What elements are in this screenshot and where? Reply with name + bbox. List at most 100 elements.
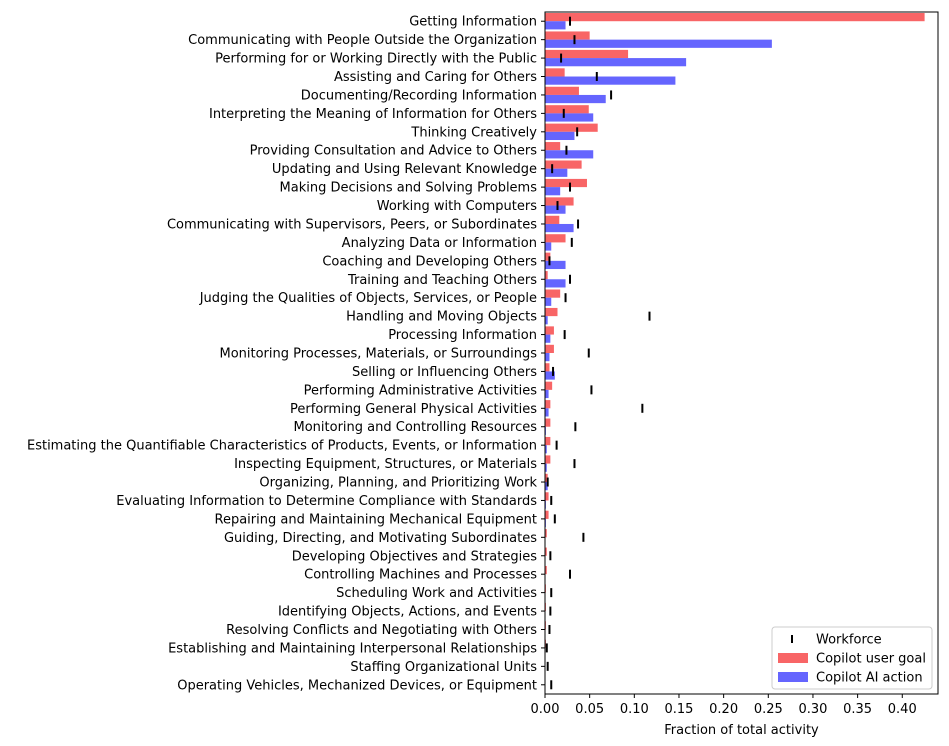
category-label: Providing Consultation and Advice to Oth… (250, 144, 538, 159)
category-label: Coaching and Developing Others (322, 254, 537, 269)
category-label: Guiding, Directing, and Motivating Subor… (224, 531, 537, 546)
bar-user-goal (545, 197, 574, 206)
category-label: Scheduling Work and Activities (336, 586, 537, 601)
bar-ai-action (545, 445, 547, 454)
category-label: Inspecting Equipment, Structures, or Mat… (234, 457, 537, 472)
bar-user-goal (545, 160, 582, 169)
bar-user-goal (545, 13, 925, 22)
bar-user-goal (545, 31, 590, 40)
category-label: Interpreting the Meaning of Information … (209, 107, 537, 122)
bar-user-goal (545, 123, 598, 132)
bar-ai-action (545, 223, 574, 233)
bar-user-goal (545, 234, 566, 243)
legend-label: Copilot user goal (816, 652, 926, 667)
x-tick-label: 0.15 (665, 702, 694, 717)
bar-ai-action (545, 482, 548, 491)
bar-user-goal (545, 529, 547, 538)
bar-ai-action (545, 353, 550, 362)
category-label: Training and Teaching Others (347, 273, 537, 288)
x-axis-ticks: 0.00 0.05 0.10 0.15 0.20 0.25 0.30 0.35 0.40 (531, 694, 917, 717)
legend: Workforce Copilot user goal Copilot AI act… (771, 626, 933, 690)
bar-user-goal (545, 142, 561, 151)
x-tick-label: 0.05 (575, 702, 604, 717)
category-label: Thinking Creatively (410, 125, 537, 140)
bar-user-goal (545, 271, 548, 280)
x-tick-label: 0.25 (754, 702, 783, 717)
x-axis-label: Fraction of total activity (664, 723, 819, 738)
bar-user-goal (545, 105, 589, 114)
category-label: Communicating with Supervisors, Peers, o… (167, 217, 537, 232)
bar-user-goal (545, 381, 553, 390)
bar-ai-action (545, 371, 555, 380)
bar-user-goal (545, 68, 565, 77)
legend-swatch (778, 672, 808, 682)
category-label: Controlling Machines and Processes (304, 568, 537, 583)
category-label: Documenting/Recording Information (301, 88, 537, 103)
bar-ai-action (545, 408, 549, 417)
x-tick-label: 0.10 (620, 702, 649, 717)
category-label: Working with Computers (377, 199, 537, 214)
legend-label: Copilot AI action (816, 671, 923, 686)
legend-swatch (778, 653, 808, 663)
category-label: Updating and Using Relevant Knowledge (272, 162, 537, 177)
bar-user-goal (545, 400, 551, 409)
legend-label: Workforce (816, 633, 882, 648)
bar-user-goal (545, 473, 548, 483)
category-label: Performing for or Working Directly with … (215, 52, 537, 67)
category-label: Getting Information (409, 15, 537, 30)
category-label: Making Decisions and Solving Problems (280, 181, 538, 196)
category-label: Evaluating Information to Determine Comp… (116, 494, 537, 509)
category-label: Communicating with People Outside the Or… (188, 33, 537, 48)
x-tick-label: 0.30 (798, 702, 827, 717)
bar-ai-action (545, 131, 575, 141)
bar-ai-action (545, 205, 566, 214)
bar-user-goal (545, 252, 551, 261)
bar-user-goal (545, 510, 549, 519)
bar-user-goal (545, 86, 579, 95)
category-label: Assisting and Caring for Others (334, 70, 537, 85)
plot-frame (544, 11, 939, 695)
category-labels: Getting Information Communicating with Pe… (27, 15, 545, 693)
bar-ai-action (545, 260, 566, 270)
bar-ai-action (545, 297, 552, 306)
bar-user-goal (545, 49, 629, 59)
category-label: Analyzing Data or Information (342, 236, 537, 251)
bar-ai-action (545, 21, 566, 30)
category-label: Monitoring and Controlling Resources (294, 420, 538, 435)
legend-box (771, 626, 933, 690)
category-label: Establishing and Maintaining Interperson… (168, 641, 537, 656)
bar-user-goal (545, 289, 561, 298)
bar-user-goal (545, 344, 554, 353)
category-label: Operating Vehicles, Mechanized Devices, … (177, 678, 537, 693)
bar-user-goal (545, 363, 550, 372)
bar-ai-action (545, 58, 687, 67)
bar-ai-action (545, 150, 594, 159)
category-label: Organizing, Planning, and Prioritizing W… (259, 476, 537, 491)
category-label: Selling or Influencing Others (352, 365, 537, 380)
bar-user-goal (545, 215, 560, 224)
bar-user-goal (545, 565, 547, 575)
category-label: Processing Information (388, 328, 537, 343)
bar-ai-action (545, 94, 606, 104)
category-label: Resolving Conflicts and Negotiating with… (226, 623, 537, 638)
x-tick-label: 0.35 (843, 702, 872, 717)
bar-user-goal (545, 547, 547, 556)
bar-user-goal (545, 178, 587, 188)
bar-user-goal (545, 455, 551, 464)
bar-ai-action (545, 242, 552, 251)
workforce-markers-layer (545, 16, 651, 690)
category-label: Judging the Qualities of Objects, Servic… (199, 291, 537, 306)
bar-user-goal (545, 418, 551, 427)
bar-ai-action (545, 463, 547, 472)
bar-ai-action (545, 76, 676, 85)
x-tick-label: 0.40 (888, 702, 917, 717)
x-tick-label: 0.20 (709, 702, 738, 717)
bar-user-goal (545, 307, 558, 317)
bar-ai-action (545, 334, 551, 343)
category-label: Performing General Physical Activities (290, 402, 537, 417)
bar-user-goal (545, 436, 551, 446)
bar-user-goal (545, 326, 554, 335)
bar-ai-action (545, 113, 594, 122)
category-label: Performing Administrative Activities (304, 383, 538, 398)
